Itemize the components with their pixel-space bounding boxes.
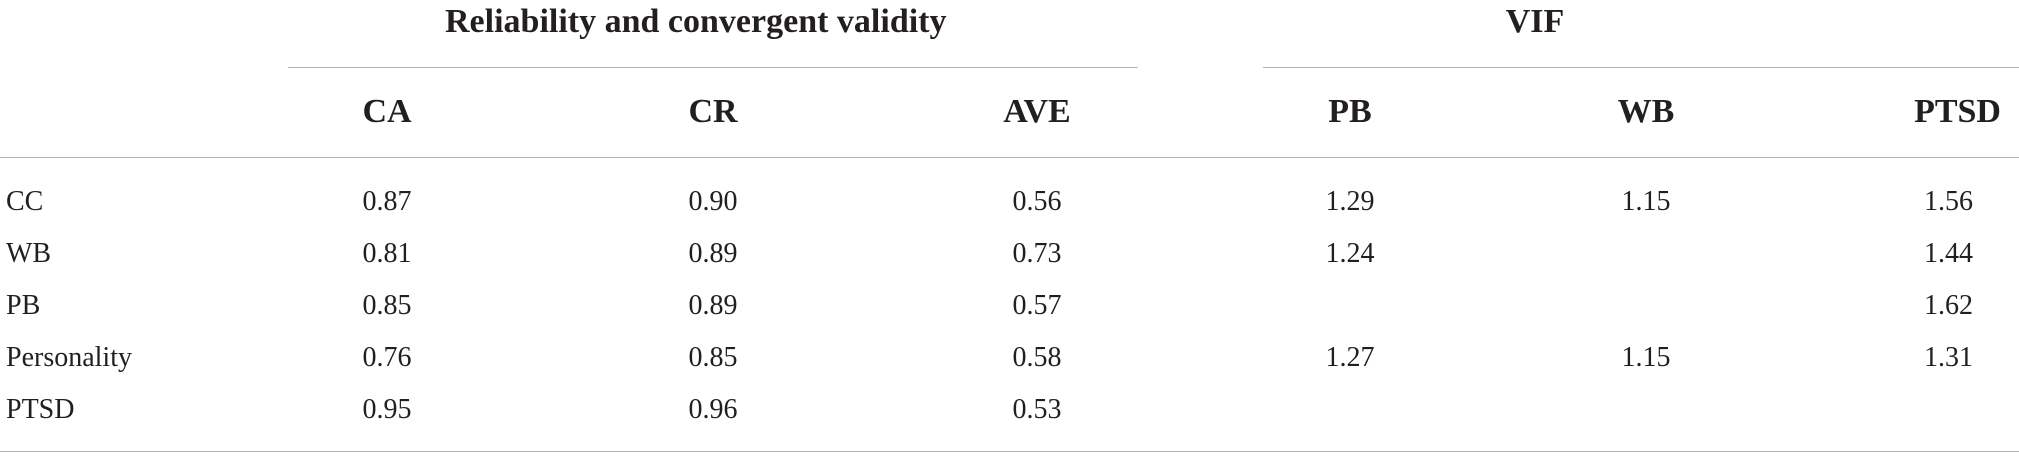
cell-ave: 0.53: [1012, 394, 1062, 425]
column-header-ave: AVE: [1003, 93, 1071, 130]
row-label: CC: [6, 186, 44, 217]
cell-ca: 0.85: [362, 290, 412, 321]
cell-ca: 0.87: [362, 186, 412, 217]
cell-cr: 0.96: [688, 394, 738, 425]
cell-ca: 0.81: [362, 238, 412, 269]
row-label: PTSD: [6, 394, 75, 425]
cell-wb: 1.15: [1621, 186, 1671, 217]
reliability-group-rule: [288, 67, 1138, 68]
cell-cr: 0.89: [688, 238, 738, 269]
cell-cr: 0.85: [688, 342, 738, 373]
cell-ave: 0.57: [1012, 290, 1062, 321]
table-row: WB 0.81 0.89 0.73 1.24 1.44: [0, 234, 2019, 286]
table-bottom-rule: [0, 451, 2019, 452]
cell-ptsd: 1.44: [1924, 238, 1973, 269]
row-label: Personality: [6, 342, 132, 373]
cell-cr: 0.90: [688, 186, 738, 217]
reliability-group-title: Reliability and convergent validity: [445, 3, 947, 40]
cell-ptsd: 1.62: [1924, 290, 1973, 321]
table-row: PB 0.85 0.89 0.57 1.62: [0, 286, 2019, 338]
table-row: Personality 0.76 0.85 0.58 1.27 1.15 1.3…: [0, 338, 2019, 390]
column-header-ca: CA: [362, 93, 412, 130]
cell-ave: 0.56: [1012, 186, 1062, 217]
cell-ave: 0.73: [1012, 238, 1062, 269]
cell-ca: 0.76: [362, 342, 412, 373]
cell-wb: 1.15: [1621, 342, 1671, 373]
column-header-pb: PB: [1328, 93, 1372, 130]
cell-ave: 0.58: [1012, 342, 1062, 373]
table-row: CC 0.87 0.90 0.56 1.29 1.15 1.56: [0, 182, 2019, 234]
cell-cr: 0.89: [688, 290, 738, 321]
header-rule: [0, 157, 2019, 158]
cell-pb: 1.27: [1325, 342, 1375, 373]
column-header-ptsd: PTSD: [1914, 93, 2001, 130]
cell-pb: 1.24: [1325, 238, 1375, 269]
cell-ptsd: 1.31: [1924, 342, 1973, 373]
vif-group-rule: [1263, 67, 2019, 68]
cell-ca: 0.95: [362, 394, 412, 425]
row-label: PB: [6, 290, 41, 321]
column-header-wb: WB: [1617, 93, 1675, 130]
row-label: WB: [6, 238, 52, 269]
column-header-cr: CR: [688, 93, 738, 130]
cell-ptsd: 1.56: [1924, 186, 1973, 217]
table-row: PTSD 0.95 0.96 0.53: [0, 390, 2019, 442]
vif-group-title: VIF: [1505, 3, 1565, 40]
cell-pb: 1.29: [1325, 186, 1375, 217]
